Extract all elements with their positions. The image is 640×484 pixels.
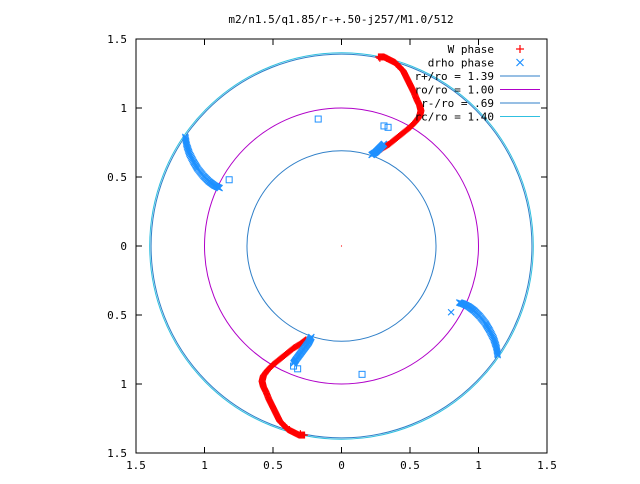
circle-3	[149, 52, 534, 440]
drho-point	[455, 299, 463, 307]
w-point	[376, 54, 384, 62]
w-point	[296, 430, 304, 438]
legend-label: r+/ro = 1.39	[415, 70, 494, 83]
y-tick-label: 1.5	[107, 33, 127, 46]
drho-point	[358, 370, 366, 378]
drho-point	[225, 176, 233, 184]
legend-marker	[516, 45, 524, 53]
y-tick-label: 0.5	[107, 309, 127, 322]
legend-label: r-/ro = .69	[421, 97, 494, 110]
series-layer	[181, 53, 502, 439]
x-tick-label: 1.5	[537, 459, 557, 472]
legend-label: rc/ro = 1.40	[415, 111, 494, 124]
drho-point	[314, 115, 322, 123]
circle-1	[204, 107, 479, 385]
drho-point	[380, 140, 388, 148]
chart-title: m2/n1.5/q1.85/r-+.50-j257/M1.0/512	[228, 13, 453, 26]
drho-point	[384, 123, 392, 131]
y-tick-label: 1	[120, 102, 127, 115]
circle-0	[150, 53, 533, 439]
series-0	[258, 53, 425, 439]
origin-dot	[340, 245, 343, 247]
legend-label: W phase	[448, 43, 494, 56]
x-tick-label: 1.5	[126, 459, 146, 472]
legend-label: ro/ro = 1.00	[415, 84, 494, 97]
x-tick-label: 0.5	[263, 459, 283, 472]
reference-circles	[149, 52, 534, 440]
axis-ticks: 1.5 1 0.5 0 0.5 1 1.51.510.500.511.5	[107, 33, 557, 472]
drho-point	[290, 362, 298, 370]
w-point	[383, 54, 391, 62]
w-point	[285, 426, 293, 434]
x-tick-label: 1	[201, 459, 208, 472]
x-tick-label: 0	[338, 459, 345, 472]
drho-point	[216, 184, 223, 192]
drho-point	[447, 308, 455, 316]
y-tick-label: 0	[120, 240, 127, 253]
drho-point	[380, 122, 388, 130]
y-tick-label: 1	[120, 378, 127, 391]
series-1	[181, 115, 502, 378]
y-tick-label: 1.5	[107, 447, 127, 460]
x-tick-label: 0.5	[400, 459, 420, 472]
legend-marker	[516, 58, 524, 67]
circle-2	[246, 150, 437, 342]
y-tick-label: 0.5	[107, 171, 127, 184]
legend-label: drho phase	[428, 57, 494, 70]
x-tick-label: 1	[475, 459, 482, 472]
